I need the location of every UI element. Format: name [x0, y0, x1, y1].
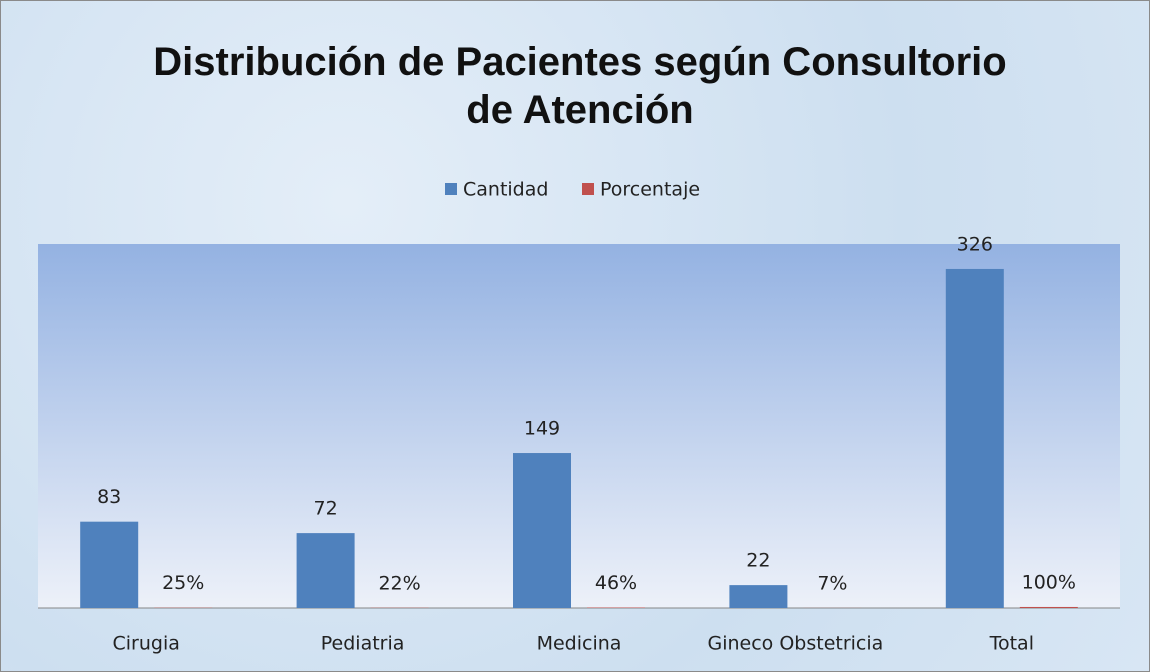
x-tick-label: Cirugia [113, 633, 180, 655]
legend-swatch [582, 183, 594, 195]
data-label: 149 [524, 418, 560, 440]
data-label: 7% [817, 572, 847, 594]
data-label: 46% [595, 572, 637, 594]
legend-swatch [445, 183, 457, 195]
bar [80, 521, 139, 608]
data-label: 326 [957, 233, 993, 255]
data-label: 72 [314, 498, 338, 520]
legend-label: Cantidad [463, 179, 548, 201]
data-label: 100% [1022, 571, 1076, 593]
plot-area [38, 244, 1120, 608]
bar [296, 533, 355, 608]
x-tick-label: Gineco Obstetricia [707, 633, 883, 655]
bar [513, 453, 571, 608]
chart-title: Distribución de Pacientes según Consulto… [153, 40, 1007, 132]
data-label: 22 [746, 550, 770, 572]
bar [945, 268, 1004, 608]
data-label: 25% [162, 572, 204, 594]
bar [729, 585, 788, 608]
x-tick-label: Medicina [537, 633, 622, 655]
legend-label: Porcentaje [600, 179, 700, 201]
data-label: 83 [97, 486, 121, 508]
data-label: 22% [378, 572, 420, 594]
bar [1019, 606, 1078, 608]
x-tick-label: Pediatria [321, 633, 405, 655]
x-tick-label: Total [989, 633, 1034, 655]
